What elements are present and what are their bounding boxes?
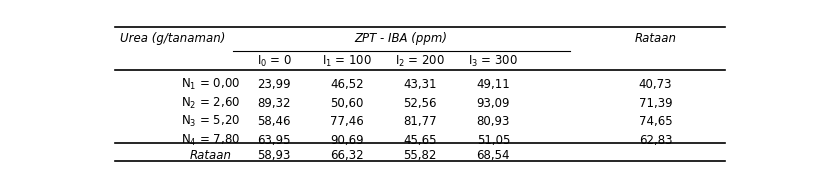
Text: 49,11: 49,11 [476, 78, 509, 91]
Text: 55,82: 55,82 [403, 149, 437, 162]
Text: 52,56: 52,56 [403, 97, 437, 110]
Text: N$_1$ = 0,00: N$_1$ = 0,00 [181, 77, 240, 92]
Text: 58,93: 58,93 [257, 149, 291, 162]
Text: 74,65: 74,65 [638, 115, 672, 128]
Text: 40,73: 40,73 [638, 78, 672, 91]
Text: 51,05: 51,05 [476, 134, 509, 147]
Text: N$_2$ = 2,60: N$_2$ = 2,60 [181, 96, 240, 111]
Text: Rataan: Rataan [189, 149, 231, 162]
Text: 62,83: 62,83 [638, 134, 672, 147]
Text: 66,32: 66,32 [330, 149, 364, 162]
Text: 50,60: 50,60 [330, 97, 364, 110]
Text: 80,93: 80,93 [476, 115, 509, 128]
Text: 46,52: 46,52 [330, 78, 364, 91]
Text: I$_0$ = 0: I$_0$ = 0 [256, 54, 292, 69]
Text: 90,69: 90,69 [330, 134, 364, 147]
Text: 71,39: 71,39 [638, 97, 672, 110]
Text: 23,99: 23,99 [257, 78, 291, 91]
Text: I$_1$ = 100: I$_1$ = 100 [322, 54, 372, 69]
Text: 58,46: 58,46 [257, 115, 291, 128]
Text: 89,32: 89,32 [257, 97, 291, 110]
Text: Rataan: Rataan [634, 32, 676, 45]
Text: 45,65: 45,65 [403, 134, 437, 147]
Text: 81,77: 81,77 [403, 115, 437, 128]
Text: 68,54: 68,54 [476, 149, 509, 162]
Text: ZPT - IBA (ppm): ZPT - IBA (ppm) [355, 32, 447, 45]
Text: N$_3$ = 5,20: N$_3$ = 5,20 [181, 114, 240, 129]
Text: Urea (g/tanaman): Urea (g/tanaman) [120, 32, 225, 45]
Text: 43,31: 43,31 [403, 78, 437, 91]
Text: 77,46: 77,46 [330, 115, 364, 128]
Text: N$_4$ = 7,80: N$_4$ = 7,80 [181, 133, 240, 148]
Text: 93,09: 93,09 [476, 97, 509, 110]
Text: 63,95: 63,95 [257, 134, 291, 147]
Text: I$_3$ = 300: I$_3$ = 300 [468, 54, 518, 69]
Text: I$_2$ = 200: I$_2$ = 200 [395, 54, 445, 69]
